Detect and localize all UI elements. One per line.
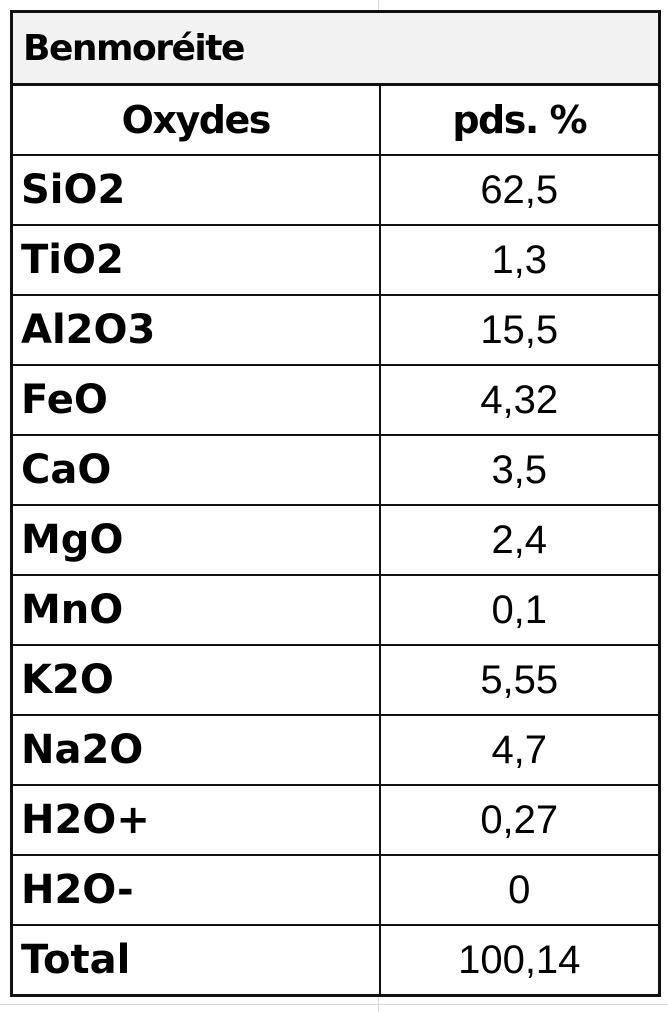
- gridline-horizontal: [0, 1004, 668, 1005]
- table-title-cell[interactable]: Benmoréite: [11, 11, 660, 86]
- value-cell[interactable]: 15,5: [379, 295, 660, 366]
- value-cell[interactable]: 0,27: [379, 785, 660, 856]
- value-cell[interactable]: 2,4: [379, 505, 660, 576]
- table-row: SiO2 62,5: [11, 155, 660, 226]
- value-cell[interactable]: 62,5: [379, 155, 660, 226]
- oxide-cell[interactable]: FeO: [11, 365, 381, 436]
- title-row: Benmoréite: [11, 11, 660, 86]
- table-row: H2O+ 0,27: [11, 785, 660, 856]
- value-cell[interactable]: 4,7: [379, 715, 660, 786]
- oxide-cell[interactable]: K2O: [11, 645, 381, 716]
- oxide-cell[interactable]: TiO2: [11, 225, 381, 296]
- total-row: Total 100,14: [11, 925, 660, 996]
- table-row: H2O- 0: [11, 855, 660, 926]
- oxide-cell[interactable]: MnO: [11, 575, 381, 646]
- oxide-cell[interactable]: Al2O3: [11, 295, 381, 366]
- value-cell[interactable]: 1,3: [379, 225, 660, 296]
- total-label-cell[interactable]: Total: [11, 925, 381, 996]
- table-row: FeO 4,32: [11, 365, 660, 436]
- oxide-cell[interactable]: Na2O: [11, 715, 381, 786]
- table-row: MnO 0,1: [11, 575, 660, 646]
- table-row: K2O 5,55: [11, 645, 660, 716]
- table-row: Na2O 4,7: [11, 715, 660, 786]
- table-row: MgO 2,4: [11, 505, 660, 576]
- value-cell[interactable]: 3,5: [379, 435, 660, 506]
- table-row: Al2O3 15,5: [11, 295, 660, 366]
- value-cell[interactable]: 0: [379, 855, 660, 926]
- oxide-cell[interactable]: MgO: [11, 505, 381, 576]
- total-value-cell[interactable]: 100,14: [458, 937, 581, 982]
- header-weight-percent-cell[interactable]: pds. %: [379, 84, 660, 156]
- oxide-cell[interactable]: H2O+: [11, 785, 381, 856]
- table-row: CaO 3,5: [11, 435, 660, 506]
- value-cell[interactable]: 4,32: [379, 365, 660, 436]
- oxide-cell[interactable]: SiO2: [11, 155, 381, 226]
- header-oxydes-cell[interactable]: Oxydes: [11, 84, 381, 156]
- oxide-composition-table: Benmoréite Oxydes pds. % SiO2 62,5 TiO2 …: [10, 10, 661, 997]
- header-row: Oxydes pds. %: [11, 84, 660, 156]
- value-cell[interactable]: 5,55: [379, 645, 660, 716]
- table-row: TiO2 1,3: [11, 225, 660, 296]
- value-cell[interactable]: 0,1: [379, 575, 660, 646]
- oxide-cell[interactable]: CaO: [11, 435, 381, 506]
- oxide-cell[interactable]: H2O-: [11, 855, 381, 926]
